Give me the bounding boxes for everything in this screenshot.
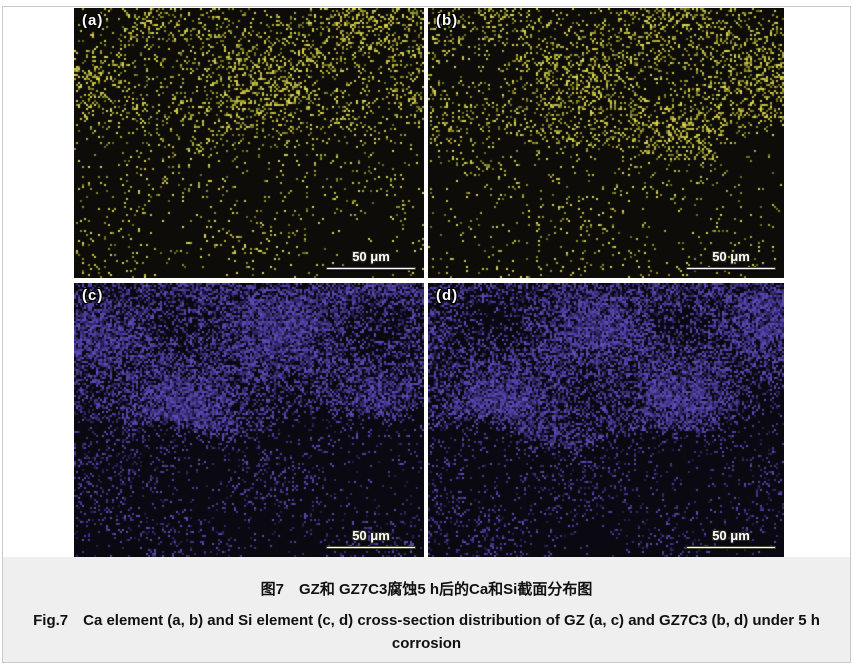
eds-panel-grid: (a) 50 μm (b) 50 μm (c) 50 μm [74, 8, 784, 557]
panel-a-label: (a) [82, 12, 104, 29]
scale-bar-c-label: 50 μm [352, 528, 390, 543]
panel-c-label: (c) [82, 287, 104, 304]
panel-b-label: (b) [436, 12, 459, 29]
eds-map-canvas-c [74, 283, 424, 557]
scale-bar-c-line [326, 546, 416, 549]
eds-panel-a: (a) 50 μm [74, 8, 424, 278]
eds-map-canvas-b [428, 8, 784, 278]
scale-bar-a-line [326, 267, 416, 270]
scale-bar-b: 50 μm [686, 249, 776, 270]
scale-bar-d-label: 50 μm [712, 528, 750, 543]
scale-bar-b-label: 50 μm [712, 249, 750, 264]
panel-d-label: (d) [436, 287, 459, 304]
eds-panel-d: (d) 50 μm [428, 283, 784, 557]
eds-map-canvas-d [428, 283, 784, 557]
scale-bar-c: 50 μm [326, 528, 416, 549]
caption-english: Fig.7 Ca element (a, b) and Si element (… [33, 612, 820, 652]
scale-bar-b-line [686, 267, 776, 270]
figure-image: (a) 50 μm (b) 50 μm (c) 50 μm [74, 8, 784, 557]
eds-panel-b: (b) 50 μm [428, 8, 784, 278]
scale-bar-d-line [686, 546, 776, 549]
article-page: (a) 50 μm (b) 50 μm (c) 50 μm [2, 6, 851, 663]
caption-chinese: 图7 GZ和 GZ7C3腐蚀5 h后的Ca和Si截面分布图 [260, 581, 593, 598]
figure-caption: 图7 GZ和 GZ7C3腐蚀5 h后的Ca和Si截面分布图 Fig.7 Ca e… [3, 557, 850, 662]
scale-bar-d: 50 μm [686, 528, 776, 549]
scale-bar-a: 50 μm [326, 249, 416, 270]
eds-panel-c: (c) 50 μm [74, 283, 424, 557]
eds-map-canvas-a [74, 8, 424, 278]
scale-bar-a-label: 50 μm [352, 249, 390, 264]
